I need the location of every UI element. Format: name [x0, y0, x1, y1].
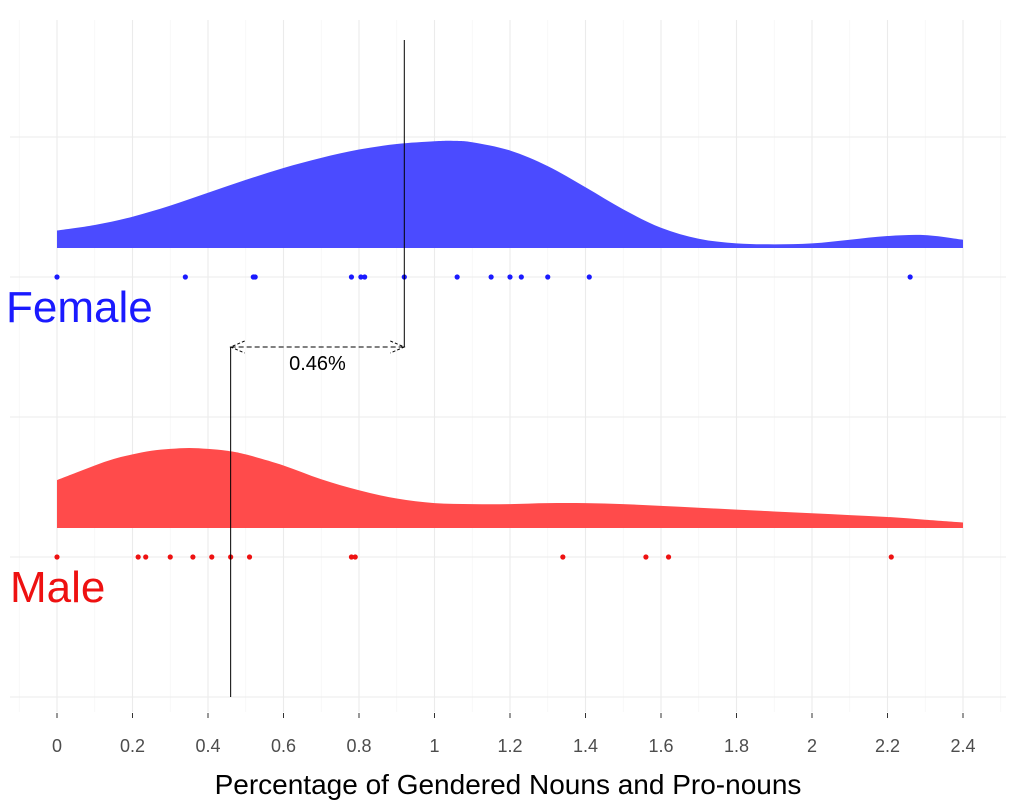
data-point-male: [348, 554, 355, 560]
data-point-female: [454, 274, 460, 280]
data-point-male: [246, 554, 253, 560]
x-tick-label: 2.4: [950, 736, 975, 756]
data-point-male: [352, 554, 358, 560]
data-point-male: [888, 554, 894, 560]
x-tick-label: 0.8: [346, 736, 371, 756]
data-point-female: [907, 274, 913, 280]
data-point-female: [54, 274, 60, 280]
data-point-male: [190, 554, 196, 560]
density-ridge-female: [57, 140, 963, 248]
data-point-female: [182, 274, 188, 280]
data-point-male: [167, 554, 173, 560]
x-tick-label: 1.2: [497, 736, 522, 756]
difference-label: 0.46%: [289, 353, 346, 375]
data-point-male: [665, 554, 672, 560]
data-point-female: [586, 274, 592, 280]
x-tick-label: 1.6: [648, 736, 673, 756]
data-point-female: [348, 274, 355, 280]
data-point-female: [252, 274, 258, 280]
group-label-male: Male: [10, 563, 105, 612]
data-point-female: [358, 274, 364, 280]
data-point-male: [135, 554, 141, 560]
data-point-female: [362, 274, 368, 280]
x-tick-label: 1: [429, 736, 439, 756]
x-tick-label: 1.8: [724, 736, 749, 756]
data-point-male: [560, 554, 566, 560]
density-ridges: [57, 140, 963, 528]
x-axis-title: Percentage of Gendered Nouns and Pro-nou…: [215, 769, 802, 800]
data-point-female: [545, 274, 551, 280]
group-label-female: Female: [6, 283, 153, 332]
x-tick-label: 1.4: [573, 736, 598, 756]
x-tick-label: 0.4: [195, 736, 220, 756]
x-tick-label: 2.2: [875, 736, 900, 756]
data-point-male: [209, 554, 215, 560]
x-tick-label: 0.2: [120, 736, 145, 756]
data-point-male: [143, 554, 149, 560]
arrowhead-right: [390, 340, 406, 354]
grid: [10, 20, 1006, 712]
x-tick-label: 0.6: [271, 736, 296, 756]
data-point-female: [507, 274, 513, 280]
data-point-male: [643, 554, 649, 560]
data-point-male: [54, 554, 60, 560]
x-tick-label: 0: [52, 736, 62, 756]
data-point-female: [488, 274, 494, 280]
x-axis: 0 0.2 0.4 0.6 0.8 1 1.2 1.4 1.6 1.8 2 2.2 2.4: [52, 713, 976, 756]
data-points: [54, 274, 913, 560]
median-difference-annotation: 0.46%: [229, 40, 406, 697]
arrowhead-left: [229, 340, 245, 354]
data-point-female: [518, 274, 524, 280]
x-tick-label: 2: [807, 736, 817, 756]
density-ridge-male: [57, 447, 963, 528]
